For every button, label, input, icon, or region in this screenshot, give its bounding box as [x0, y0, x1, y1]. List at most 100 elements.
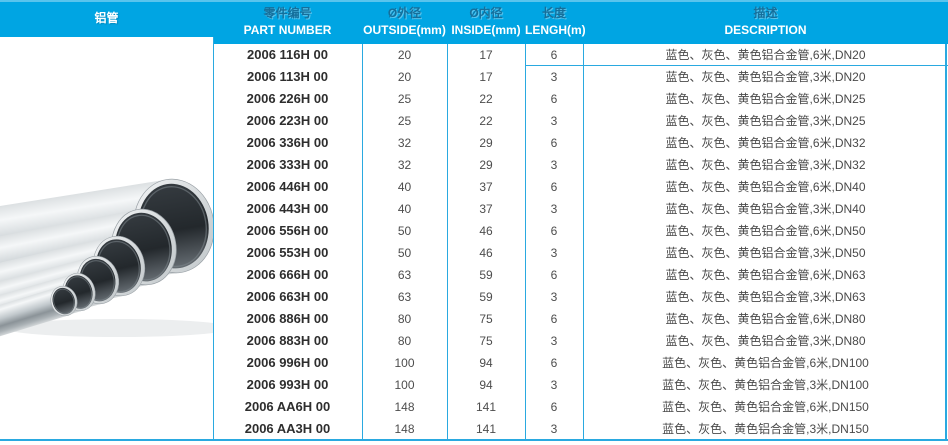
outside-diameter-cell: 20 [397, 48, 412, 62]
outside-diameter-cell: 100 [394, 356, 415, 370]
table-row: 2006 223H 00 25 22 3 蓝色、灰色、黄色铝合金管,3米,DN2… [213, 110, 948, 132]
description-cell: 蓝色、灰色、黄色铝合金管,3米,DN80 [665, 334, 866, 348]
inside-diameter-cell: 75 [479, 334, 493, 348]
outside-diameter-cell: 63 [397, 290, 412, 304]
length-cell: 3 [550, 334, 558, 348]
header-outside-en: OUTSIDE(mm) [363, 23, 446, 37]
inside-diameter-cell: 75 [479, 312, 493, 326]
outside-diameter-cell: 80 [397, 312, 412, 326]
outside-diameter-cell: 20 [397, 70, 412, 84]
part-number-cell: 2006 993H 00 [246, 377, 329, 392]
length-cell: 3 [550, 378, 558, 392]
length-cell: 6 [550, 48, 558, 62]
header-top-highlight [0, 0, 948, 2]
outside-diameter-cell: 100 [394, 378, 415, 392]
table-row: 2006 556H 00 50 46 6 蓝色、灰色、黄色铝合金管,6米,DN5… [213, 220, 948, 242]
header-cell-description: 描述 DESCRIPTION [583, 0, 948, 44]
description-cell: 蓝色、灰色、黄色铝合金管,6米,DN80 [665, 312, 866, 326]
description-cell: 蓝色、灰色、黄色铝合金管,3米,DN150 [662, 422, 869, 436]
description-cell: 蓝色、灰色、黄色铝合金管,6米,DN50 [665, 224, 866, 238]
inside-diameter-cell: 22 [479, 92, 493, 106]
first-row-divider [525, 65, 948, 66]
description-cell: 蓝色、灰色、黄色铝合金管,3米,DN63 [665, 290, 866, 304]
outside-diameter-cell: 63 [397, 268, 412, 282]
table-row: 2006 113H 00 20 17 3 蓝色、灰色、黄色铝合金管,3米,DN2… [213, 66, 948, 88]
description-cell: 蓝色、灰色、黄色铝合金管,3米,DN40 [665, 202, 866, 216]
length-cell: 6 [550, 224, 558, 238]
part-number-cell: 2006 116H 00 [247, 47, 328, 62]
table-row: 2006 116H 00 20 17 6 蓝色、灰色、黄色铝合金管,6米,DN2… [213, 44, 948, 66]
description-cell: 蓝色、灰色、黄色铝合金管,6米,DN150 [662, 400, 869, 414]
table-row: 2006 666H 00 63 59 6 蓝色、灰色、黄色铝合金管,6米,DN6… [213, 264, 948, 286]
part-number-cell: 2006 443H 00 [246, 201, 329, 216]
inside-diameter-cell: 59 [479, 268, 493, 282]
inside-diameter-cell: 22 [479, 114, 493, 128]
part-number-cell: 2006 AA6H 00 [244, 399, 331, 414]
part-number-cell: 2006 553H 00 [246, 245, 329, 260]
column-divider [525, 44, 526, 440]
table-header: 零件编号 PART NUMBER Ø外径 OUTSIDE(mm) Ø内径 INS… [213, 0, 948, 44]
table-bottom-border [0, 439, 948, 441]
table-row: 2006 993H 00 100 94 3 蓝色、灰色、黄色铝合金管,3米,DN… [213, 374, 948, 396]
description-cell: 蓝色、灰色、黄色铝合金管,3米,DN25 [665, 114, 866, 128]
inside-diameter-cell: 94 [479, 378, 493, 392]
outside-diameter-cell: 40 [397, 180, 412, 194]
inside-diameter-cell: 46 [479, 246, 493, 260]
outside-diameter-cell: 25 [397, 92, 412, 106]
description-cell: 蓝色、灰色、黄色铝合金管,6米,DN100 [662, 356, 869, 370]
header-outside-zh: Ø外径 [387, 6, 422, 20]
length-cell: 6 [550, 136, 558, 150]
product-label: 铝管 [94, 11, 119, 25]
part-number-cell: 2006 223H 00 [246, 113, 329, 128]
column-divider [447, 44, 448, 440]
inside-diameter-cell: 37 [479, 202, 493, 216]
header-description-zh: 描述 [753, 6, 778, 20]
table-row: 2006 886H 00 80 75 6 蓝色、灰色、黄色铝合金管,6米,DN8… [213, 308, 948, 330]
description-cell: 蓝色、灰色、黄色铝合金管,6米,DN20 [665, 48, 866, 62]
header-part-number-zh: 零件编号 [263, 6, 312, 20]
part-number-cell: 2006 883H 00 [246, 333, 329, 348]
outside-diameter-cell: 80 [397, 334, 412, 348]
part-number-cell: 2006 336H 00 [246, 135, 329, 150]
inside-diameter-cell: 141 [475, 400, 497, 414]
header-length-zh: 长度 [541, 6, 566, 20]
length-cell: 3 [550, 70, 558, 84]
header-cell-length: 长度 LENGH(m) [525, 0, 586, 44]
part-number-cell: 2006 AA3H 00 [244, 421, 331, 436]
inside-diameter-cell: 46 [479, 224, 493, 238]
table-right-border [945, 44, 947, 440]
aluminum-pipes-image [0, 178, 213, 353]
outside-diameter-cell: 148 [394, 400, 415, 414]
part-number-cell: 2006 113H 00 [247, 69, 328, 84]
description-cell: 蓝色、灰色、黄色铝合金管,3米,DN100 [662, 378, 869, 392]
header-description-en: DESCRIPTION [724, 23, 807, 37]
table-row: 2006 AA6H 00 148 141 6 蓝色、灰色、黄色铝合金管,6米,D… [213, 396, 948, 418]
length-cell: 3 [550, 158, 558, 172]
inside-diameter-cell: 17 [479, 70, 493, 84]
table-row: 2006 226H 00 25 22 6 蓝色、灰色、黄色铝合金管,6米,DN2… [213, 88, 948, 110]
inside-diameter-cell: 141 [475, 422, 497, 436]
length-cell: 6 [550, 312, 558, 326]
length-cell: 3 [550, 114, 558, 128]
table-row: 2006 443H 00 40 37 3 蓝色、灰色、黄色铝合金管,3米,DN4… [213, 198, 948, 220]
part-number-cell: 2006 886H 00 [246, 311, 329, 326]
header-part-number-en: PART NUMBER [243, 23, 332, 37]
description-cell: 蓝色、灰色、黄色铝合金管,3米,DN50 [665, 246, 866, 260]
inside-diameter-cell: 17 [479, 48, 493, 62]
column-divider [213, 37, 214, 440]
table-row: 2006 663H 00 63 59 3 蓝色、灰色、黄色铝合金管,3米,DN6… [213, 286, 948, 308]
description-cell: 蓝色、灰色、黄色铝合金管,3米,DN20 [665, 70, 866, 84]
inside-diameter-cell: 29 [479, 158, 493, 172]
part-number-cell: 2006 996H 00 [246, 355, 329, 370]
table-row: 2006 553H 00 50 46 3 蓝色、灰色、黄色铝合金管,3米,DN5… [213, 242, 948, 264]
header-inside-en: INSIDE(mm) [451, 23, 521, 37]
outside-diameter-cell: 25 [397, 114, 412, 128]
table-row: 2006 446H 00 40 37 6 蓝色、灰色、黄色铝合金管,6米,DN4… [213, 176, 948, 198]
column-divider [583, 44, 584, 440]
column-divider [362, 44, 363, 440]
length-cell: 6 [550, 92, 558, 106]
table-row: 2006 883H 00 80 75 3 蓝色、灰色、黄色铝合金管,3米,DN8… [213, 330, 948, 352]
outside-diameter-cell: 148 [394, 422, 415, 436]
part-number-cell: 2006 333H 00 [246, 157, 329, 172]
